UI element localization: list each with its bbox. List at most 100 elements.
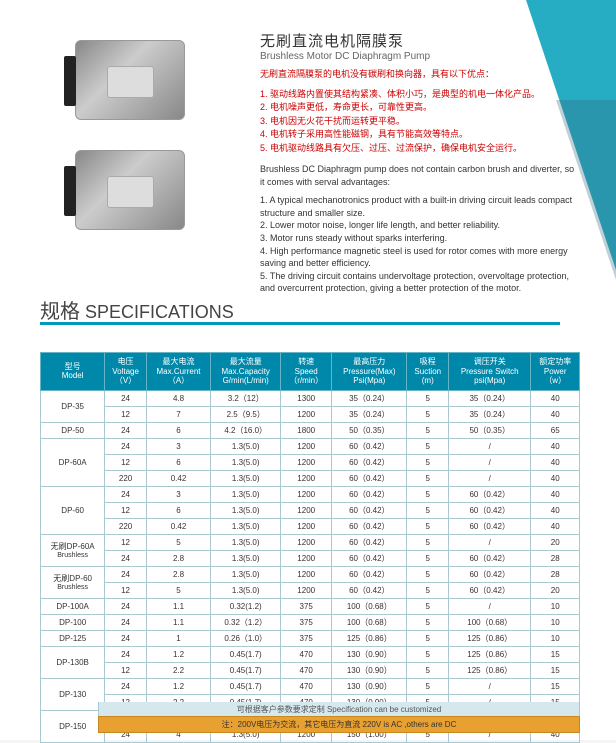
- data-cell: 130（0.90）: [332, 662, 407, 678]
- data-cell: 130（0.90）: [332, 678, 407, 694]
- data-cell: 5: [407, 678, 449, 694]
- data-cell: 24: [105, 566, 147, 582]
- model-cell: DP-130B: [41, 646, 105, 678]
- data-cell: 5: [407, 582, 449, 598]
- data-cell: 40: [531, 406, 580, 422]
- data-cell: 60（0.42）: [449, 582, 531, 598]
- data-cell: 60（0.42）: [332, 502, 407, 518]
- spec-heading: 规格 SPECIFICATIONS: [40, 295, 234, 324]
- data-cell: 5: [407, 390, 449, 406]
- data-cell: 60（0.42）: [332, 534, 407, 550]
- data-cell: 1200: [281, 438, 332, 454]
- data-cell: 35（0.24）: [332, 390, 407, 406]
- data-cell: 125（0.86）: [449, 662, 531, 678]
- data-cell: 10: [531, 630, 580, 646]
- table-row: 2200.421.3(5.0)120060（0.42）560（0.42）40: [41, 518, 580, 534]
- model-cell: DP-100A: [41, 598, 105, 614]
- data-cell: 5: [407, 470, 449, 486]
- data-cell: 24: [105, 678, 147, 694]
- data-cell: 60（0.42）: [449, 502, 531, 518]
- data-cell: 40: [531, 486, 580, 502]
- data-cell: 24: [105, 598, 147, 614]
- data-cell: 5: [407, 454, 449, 470]
- data-cell: 60（0.42）: [332, 438, 407, 454]
- data-cell: 5: [407, 662, 449, 678]
- data-cell: 60（0.42）: [449, 486, 531, 502]
- model-cell: DP-100: [41, 614, 105, 630]
- col-header: 最大电流Max.Current（A）: [146, 353, 210, 391]
- data-cell: 1: [146, 630, 210, 646]
- data-cell: 0.32（1.2）: [211, 614, 281, 630]
- data-cell: 6: [146, 454, 210, 470]
- data-cell: 6: [146, 502, 210, 518]
- data-cell: 1.3(5.0): [211, 518, 281, 534]
- data-cell: 1.3(5.0): [211, 550, 281, 566]
- table-row: DP-130B241.20.45(1.7)470130（0.90）5125（0.…: [41, 646, 580, 662]
- data-cell: 60（0.42）: [332, 518, 407, 534]
- model-cell: DP-125: [41, 630, 105, 646]
- data-cell: 40: [531, 470, 580, 486]
- data-cell: 100（0.68）: [332, 614, 407, 630]
- data-cell: 5: [407, 486, 449, 502]
- data-cell: 1300: [281, 390, 332, 406]
- table-row: DP-100A241.10.32(1.2)375100（0.68）5/10: [41, 598, 580, 614]
- data-cell: 2.8: [146, 566, 210, 582]
- data-cell: 470: [281, 662, 332, 678]
- model-cell: DP-35: [41, 390, 105, 422]
- data-cell: 1200: [281, 582, 332, 598]
- corner-triangle-overlay: [556, 100, 616, 280]
- col-header: 最大流量Max.CapacityG/min(L/min): [211, 353, 281, 391]
- data-cell: 0.42: [146, 470, 210, 486]
- data-cell: 5: [407, 550, 449, 566]
- data-cell: 60（0.42）: [449, 518, 531, 534]
- pump-image-1: [75, 40, 185, 120]
- data-cell: 0.45(1.7): [211, 662, 281, 678]
- data-cell: 1.3(5.0): [211, 454, 281, 470]
- data-cell: 125（0.86）: [449, 630, 531, 646]
- data-cell: 5: [407, 646, 449, 662]
- data-cell: 1200: [281, 566, 332, 582]
- data-cell: 375: [281, 598, 332, 614]
- data-cell: 1200: [281, 470, 332, 486]
- data-cell: 35（0.24）: [449, 406, 531, 422]
- data-cell: 375: [281, 630, 332, 646]
- col-header: 吸程Suction(m): [407, 353, 449, 391]
- table-row: 1251.3(5.0)120060（0.42）560（0.42）20: [41, 582, 580, 598]
- data-cell: 20: [531, 582, 580, 598]
- table-row: DP-1252410.26（1.0）375125（0.86）5125（0.86）…: [41, 630, 580, 646]
- data-cell: 28: [531, 566, 580, 582]
- data-cell: 1200: [281, 502, 332, 518]
- col-header: 最高压力Pressure(Max)Psi(Mpa): [332, 353, 407, 391]
- data-cell: /: [449, 598, 531, 614]
- table-row: 无刷DP-60ABrushless1251.3(5.0)120060（0.42）…: [41, 534, 580, 550]
- data-cell: 1.3(5.0): [211, 566, 281, 582]
- data-cell: 24: [105, 646, 147, 662]
- table-row: 无刷DP-60Brushless242.81.3(5.0)120060（0.42…: [41, 566, 580, 582]
- data-cell: 1.1: [146, 598, 210, 614]
- data-cell: 40: [531, 502, 580, 518]
- spec-underline: [40, 322, 560, 325]
- data-cell: 5: [407, 534, 449, 550]
- data-cell: 100（0.68）: [449, 614, 531, 630]
- data-cell: /: [449, 678, 531, 694]
- table-row: DP-602431.3(5.0)120060（0.42）560（0.42）40: [41, 486, 580, 502]
- data-cell: 1.3(5.0): [211, 534, 281, 550]
- table-row: 1272.5（9.5）120035（0.24）535（0.24）40: [41, 406, 580, 422]
- data-cell: 1200: [281, 534, 332, 550]
- data-cell: 60（0.42）: [332, 470, 407, 486]
- col-header: 转速Speed（r/min）: [281, 353, 332, 391]
- data-cell: 24: [105, 390, 147, 406]
- data-cell: 5: [407, 438, 449, 454]
- data-cell: 12: [105, 582, 147, 598]
- model-cell: DP-60: [41, 486, 105, 534]
- data-cell: 1.2: [146, 646, 210, 662]
- data-cell: 2.5（9.5）: [211, 406, 281, 422]
- data-cell: 220: [105, 470, 147, 486]
- data-cell: 35（0.24）: [332, 406, 407, 422]
- data-cell: 12: [105, 662, 147, 678]
- data-cell: 5: [407, 614, 449, 630]
- data-cell: 60（0.42）: [332, 486, 407, 502]
- model-cell: 无刷DP-60Brushless: [41, 566, 105, 598]
- data-cell: /: [449, 470, 531, 486]
- data-cell: 470: [281, 678, 332, 694]
